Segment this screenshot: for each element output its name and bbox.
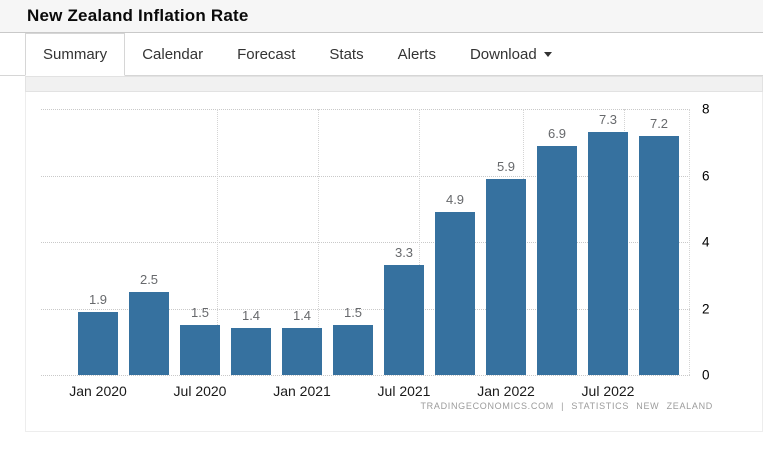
- chart-bar[interactable]: [639, 135, 679, 375]
- y-tick-label: 6: [702, 168, 710, 183]
- chart-panel: 0 2 4 6 8 1.9 2.5 1.5 1.4 1.4 1.5 3.3 4.9 5.9 6.9 7.3 7.…: [25, 92, 763, 432]
- bar-value-label: 7.3: [598, 112, 618, 128]
- h-gridline: [41, 109, 690, 110]
- bar-value-label: 5.9: [496, 158, 516, 174]
- y-tick-label: 0: [702, 367, 710, 383]
- x-tick-label: Jan 2021: [273, 383, 331, 399]
- tab-forecast-label: Forecast: [237, 45, 296, 63]
- h-gridline: [41, 375, 690, 376]
- bar-value-label: 1.4: [241, 308, 261, 324]
- chart-bar[interactable]: [333, 325, 373, 375]
- chart-bar[interactable]: [231, 328, 271, 375]
- chart-bar[interactable]: [537, 145, 577, 375]
- tab-alerts[interactable]: Alerts: [381, 33, 453, 75]
- chart-bar[interactable]: [129, 291, 169, 375]
- v-gridline: [689, 109, 690, 375]
- h-gridline: [41, 308, 690, 310]
- bar-value-label: 2.5: [139, 271, 159, 287]
- tab-calendar-label: Calendar: [142, 45, 204, 63]
- tab-download-label: Download: [469, 45, 537, 63]
- bar-value-label: 4.9: [445, 192, 465, 208]
- attribution-text: TRADINGECONOMICS.COM | STATISTICS NEW ZE…: [420, 401, 713, 411]
- chart-bar[interactable]: [78, 311, 118, 375]
- x-tick-label: Jul 2020: [173, 383, 227, 399]
- tab-bar: Summary Calendar Forecast Stats Alerts D…: [0, 33, 763, 76]
- chart-bar[interactable]: [180, 325, 220, 375]
- y-tick-label: 4: [702, 234, 710, 250]
- plot-area[interactable]: 0 2 4 6 8 1.9 2.5 1.5 1.4 1.4 1.5 3.3 4.9 5.9 6.9 7.3 7.…: [41, 102, 710, 399]
- bar-value-label: 6.9: [547, 125, 567, 141]
- bar-value-label: 1.4: [292, 308, 312, 324]
- title-bar: New Zealand Inflation Rate: [0, 0, 763, 33]
- chart-toolbar-strip: [25, 76, 763, 92]
- bar-value-label: 1.9: [88, 291, 108, 307]
- bar-value-label: 1.5: [190, 305, 210, 321]
- tab-summary-label: Summary: [43, 46, 108, 63]
- chart-bar[interactable]: [435, 212, 475, 375]
- tab-stats[interactable]: Stats: [312, 33, 380, 75]
- bar-value-label: 7.2: [649, 115, 669, 131]
- chart-bar[interactable]: [282, 328, 322, 375]
- v-gridline: [419, 109, 420, 375]
- chart-bar[interactable]: [384, 265, 424, 375]
- v-gridline: [217, 109, 218, 375]
- tab-alerts-label: Alerts: [397, 45, 436, 63]
- h-gridline: [41, 175, 690, 177]
- x-tick-label: Jul 2022: [581, 383, 635, 399]
- bar-value-label: 3.3: [394, 245, 414, 261]
- h-gridline: [41, 242, 690, 243]
- chart-bar[interactable]: [588, 132, 628, 375]
- v-gridline: [318, 109, 319, 375]
- tab-stats-label: Stats: [329, 45, 364, 63]
- tab-summary[interactable]: Summary: [25, 33, 126, 76]
- tab-calendar[interactable]: Calendar: [125, 33, 220, 75]
- x-tick-label: Jan 2020: [69, 383, 127, 399]
- tab-forecast[interactable]: Forecast: [220, 33, 312, 75]
- page-title: New Zealand Inflation Rate: [27, 6, 249, 25]
- bar-value-label: 1.5: [343, 305, 363, 321]
- content-area: 0 2 4 6 8 1.9 2.5 1.5 1.4 1.4 1.5 3.3 4.9 5.9 6.9 7.3 7.…: [25, 76, 763, 432]
- chart-bar[interactable]: [486, 178, 526, 375]
- x-tick-label: Jan 2022: [477, 383, 535, 399]
- y-tick-label: 8: [702, 101, 710, 117]
- chevron-down-icon: [543, 51, 552, 57]
- y-tick-label: 2: [702, 301, 710, 316]
- tab-download[interactable]: Download: [453, 33, 569, 75]
- x-tick-label: Jul 2021: [377, 383, 431, 399]
